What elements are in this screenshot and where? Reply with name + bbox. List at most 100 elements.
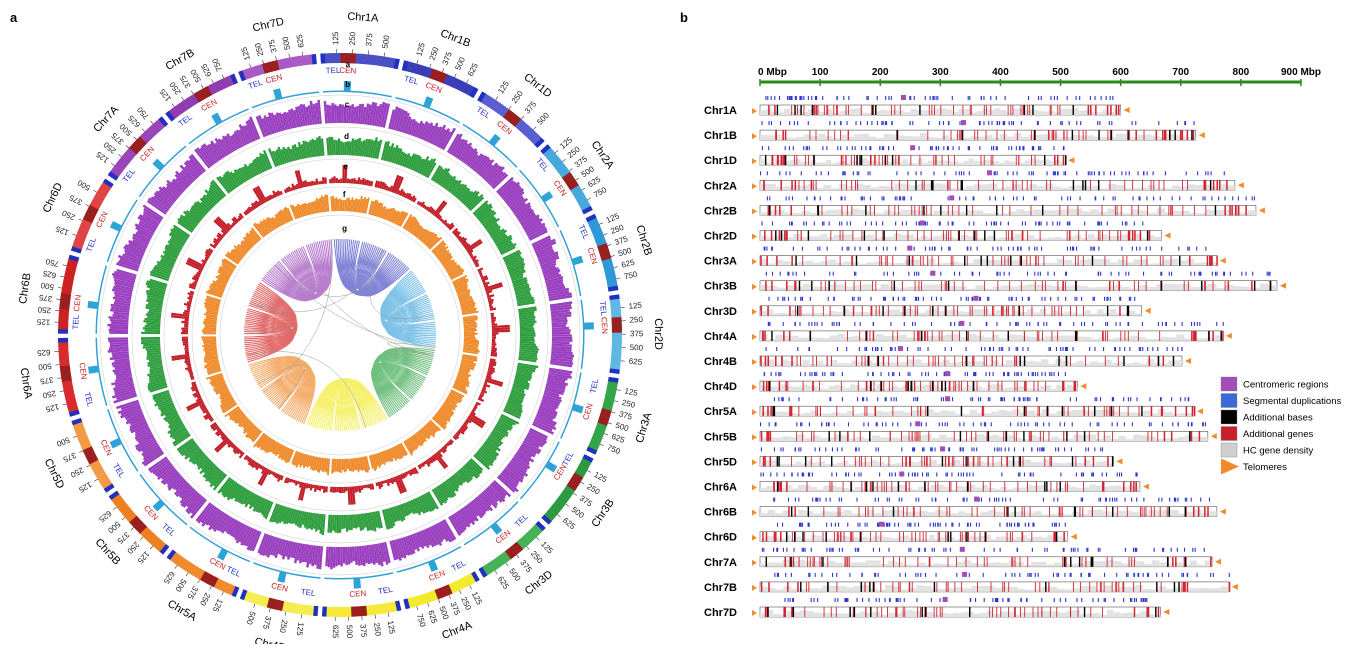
gene-density (1045, 159, 1050, 165)
duplication-mark (800, 96, 801, 100)
duplication-mark (876, 222, 877, 226)
duplication-mark (801, 96, 802, 100)
duplication-mark (1022, 222, 1023, 226)
additional-gene-mark (1031, 155, 1032, 165)
duplication-mark (1121, 247, 1122, 251)
duplication-mark (937, 96, 938, 100)
tick-label: 125 (539, 540, 555, 556)
duplication-mark (857, 171, 858, 175)
duplication-mark (1216, 322, 1217, 326)
additional-gene-mark (922, 180, 923, 190)
gene-density (1174, 284, 1183, 291)
additional-gene-mark (848, 130, 849, 140)
gene-density (971, 136, 978, 140)
duplication-mark (1038, 121, 1039, 125)
guide-ring (132, 127, 548, 543)
additional-gene-mark (894, 205, 895, 215)
duplication-mark (1160, 196, 1161, 200)
duplication-mark (806, 196, 807, 200)
duplication-mark (860, 322, 861, 326)
gene-density (928, 161, 933, 166)
duplication-mark (1132, 121, 1133, 125)
additional-gene-mark (826, 105, 827, 115)
additional-gene-mark (840, 231, 841, 241)
duplication-mark (1060, 121, 1061, 125)
additional-gene-mark (959, 130, 960, 140)
gene-density (776, 187, 784, 190)
additional-gene-mark (1027, 231, 1028, 241)
gene-density (938, 311, 944, 316)
duplication-mark (1211, 196, 1212, 200)
gene-density (1030, 158, 1035, 165)
additional-gene-mark (875, 155, 876, 165)
additional-base-mark (1158, 356, 1159, 366)
duplication-mark (911, 196, 912, 200)
track-b-spike (277, 571, 286, 582)
additional-gene-mark (1120, 331, 1121, 341)
duplication-mark (1203, 196, 1204, 200)
duplication-mark (1129, 171, 1130, 175)
duplication-mark (861, 196, 862, 200)
histogram-bar (201, 336, 216, 338)
duplication-mark (834, 121, 835, 125)
additional-gene-mark (958, 205, 959, 215)
duplication-mark (1025, 222, 1026, 226)
additional-gene-mark (888, 306, 889, 316)
gene-density (1161, 364, 1168, 366)
additional-base-mark (865, 205, 866, 215)
gene-density (942, 211, 950, 215)
additional-base-mark (923, 205, 924, 215)
duplication-mark (997, 146, 998, 150)
tick-mark (467, 79, 469, 83)
duplication-mark (1211, 171, 1212, 175)
additional-gene-mark (992, 155, 993, 165)
duplication-mark (1107, 222, 1108, 226)
additional-gene-mark (1024, 331, 1025, 341)
duplication-mark (1033, 372, 1034, 376)
additional-base-mark (795, 256, 796, 266)
additional-gene-mark (795, 306, 796, 316)
additional-gene-mark (1083, 306, 1084, 316)
gene-density (906, 309, 912, 316)
tick-label: 375 (261, 615, 273, 631)
gene-density (894, 362, 901, 366)
duplication-mark (807, 146, 808, 150)
duplication-mark (967, 247, 968, 251)
additional-gene-mark (959, 331, 960, 341)
duplication-mark (1016, 347, 1017, 351)
gene-density (1008, 314, 1014, 316)
histogram-bar (331, 177, 333, 183)
duplication-mark (1107, 322, 1108, 326)
duplication-mark (1033, 171, 1034, 175)
histogram-bar (345, 487, 347, 491)
duplication-mark (808, 322, 809, 326)
gene-density (1054, 237, 1061, 241)
additional-gene-mark (879, 306, 880, 316)
gene-density (1146, 339, 1154, 341)
additional-base-mark (878, 356, 879, 366)
tel-label: TEL (589, 377, 601, 394)
additional-gene-mark (790, 205, 792, 215)
additional-gene-mark (852, 231, 853, 241)
gene-density (908, 163, 913, 166)
additional-gene-mark (812, 356, 813, 366)
additional-gene-mark (1022, 180, 1023, 190)
additional-gene-mark (962, 281, 963, 291)
additional-gene-mark (1002, 180, 1003, 190)
additional-gene-mark (993, 331, 994, 341)
ideogram-band (609, 294, 622, 374)
additional-gene-mark (861, 231, 862, 241)
duplication-mark (1040, 272, 1041, 276)
tick-mark (608, 423, 612, 424)
additional-gene-mark (910, 306, 911, 316)
duplication-mark (1011, 121, 1012, 125)
additional-gene-mark (1077, 331, 1078, 341)
gene-density (1079, 111, 1085, 115)
duplication-mark (775, 372, 776, 376)
tick-label: 250 (372, 622, 383, 637)
additional-gene-mark (1142, 180, 1143, 190)
additional-gene-mark (1057, 331, 1058, 341)
histogram-bar (355, 180, 358, 184)
